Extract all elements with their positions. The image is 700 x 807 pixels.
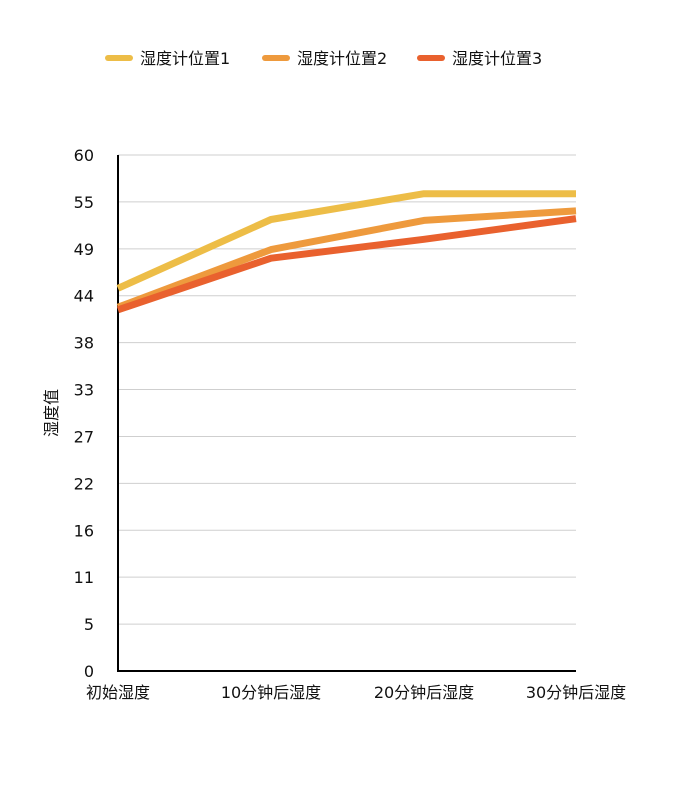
x-axis-ticks: 初始湿度 10分钟后湿度 20分钟后湿度 30分钟后湿度 <box>86 683 626 702</box>
x-tick-label: 20分钟后湿度 <box>374 683 474 702</box>
y-axis-title: 湿度值 <box>42 389 61 437</box>
y-tick-label: 44 <box>74 287 94 306</box>
axes <box>117 155 576 672</box>
y-tick-label: 38 <box>74 334 94 353</box>
series-line-2 <box>116 207 577 311</box>
y-tick-label: 55 <box>74 193 94 212</box>
y-tick-label: 60 <box>74 146 94 165</box>
legend-label-1: 湿度计位置1 <box>140 49 230 68</box>
y-tick-label: 0 <box>84 662 94 681</box>
series-lines <box>116 190 577 314</box>
y-tick-label: 49 <box>74 240 94 259</box>
x-tick-label: 30分钟后湿度 <box>526 683 626 702</box>
x-tick-label: 初始湿度 <box>86 683 150 702</box>
gridlines <box>118 154 576 625</box>
y-axis-ticks: 0 5 11 16 22 27 33 38 44 49 55 60 <box>74 146 94 681</box>
y-tick-label: 11 <box>74 568 94 587</box>
y-tick-label: 33 <box>74 381 94 400</box>
series-line-1 <box>116 190 576 292</box>
x-tick-label: 10分钟后湿度 <box>221 683 321 702</box>
legend: 湿度计位置1 湿度计位置2 湿度计位置3 <box>105 49 542 68</box>
legend-label-3: 湿度计位置3 <box>452 49 542 68</box>
legend-label-2: 湿度计位置2 <box>297 49 387 68</box>
series-line-3 <box>116 215 577 314</box>
y-tick-label: 5 <box>84 615 94 634</box>
y-tick-label: 22 <box>74 474 94 493</box>
y-tick-label: 27 <box>74 427 94 446</box>
y-tick-label: 16 <box>74 521 94 540</box>
